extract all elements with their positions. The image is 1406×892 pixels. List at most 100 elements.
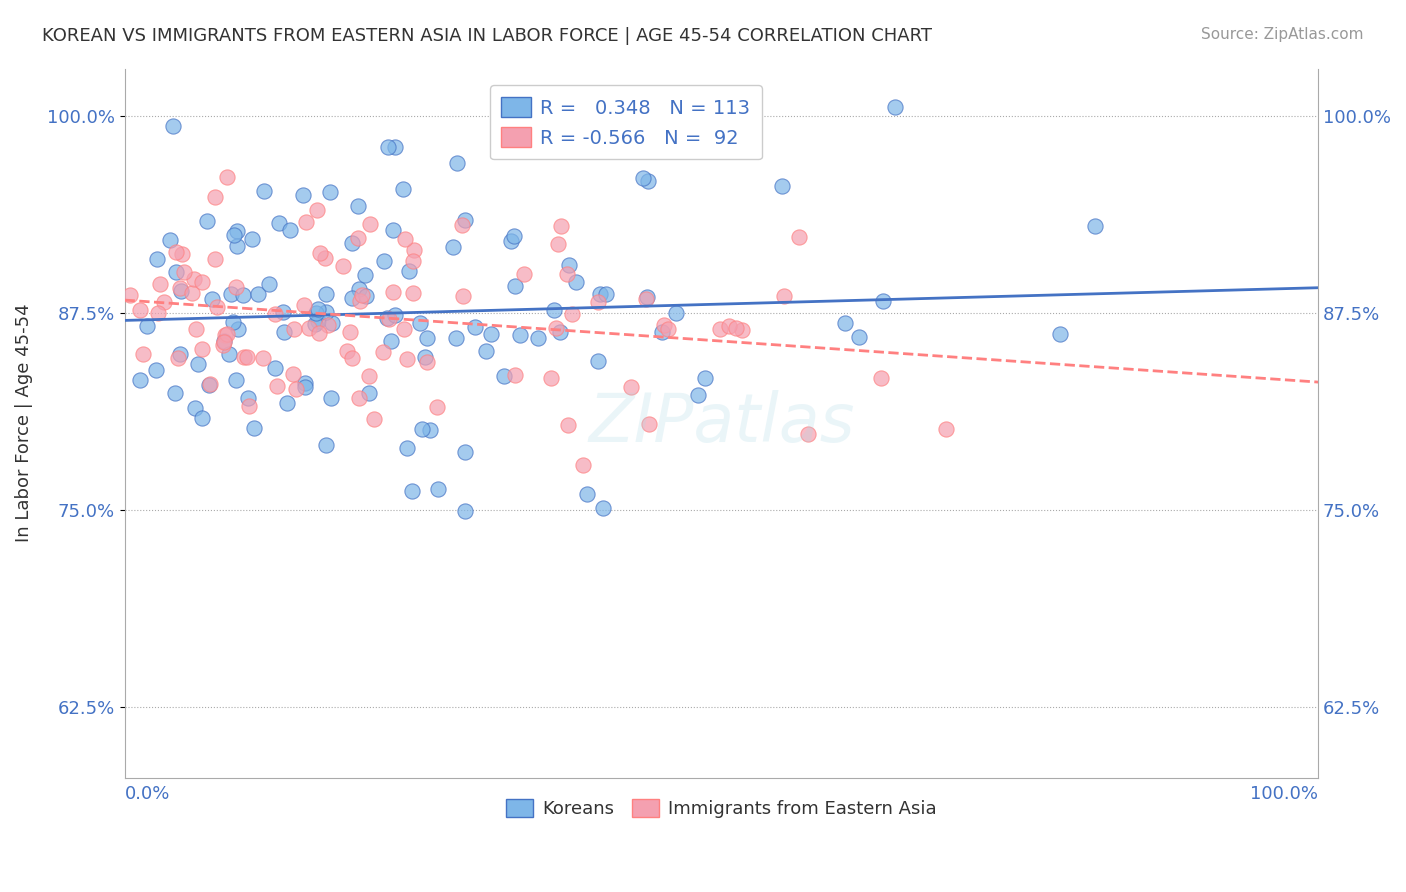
Point xyxy=(402,243,425,257)
Point xyxy=(232,288,254,302)
Point xyxy=(499,234,522,248)
Point xyxy=(454,213,477,227)
Point xyxy=(305,202,328,217)
Point xyxy=(446,331,468,345)
Point xyxy=(204,190,226,204)
Point xyxy=(1049,327,1071,342)
Point xyxy=(592,500,614,515)
Point xyxy=(238,399,260,413)
Point xyxy=(589,287,612,301)
Point xyxy=(339,326,361,340)
Point xyxy=(283,321,305,335)
Point xyxy=(308,326,330,340)
Point xyxy=(318,185,340,199)
Point xyxy=(797,426,820,441)
Point xyxy=(159,233,181,247)
Point xyxy=(413,350,436,364)
Point xyxy=(377,311,399,326)
Point xyxy=(382,285,405,299)
Point xyxy=(190,411,212,425)
Point xyxy=(402,285,425,300)
Point xyxy=(181,286,204,301)
Point xyxy=(357,368,380,383)
Point xyxy=(657,322,679,336)
Point xyxy=(637,174,659,188)
Point xyxy=(359,218,381,232)
Point xyxy=(349,294,371,309)
Point xyxy=(226,238,249,252)
Point xyxy=(222,315,245,329)
Point xyxy=(146,306,169,320)
Point xyxy=(349,391,371,405)
Point xyxy=(349,282,371,296)
Point xyxy=(173,265,195,279)
Point xyxy=(215,326,238,341)
Point xyxy=(294,380,316,394)
Point xyxy=(377,139,399,153)
Point xyxy=(770,178,793,193)
Point xyxy=(205,300,228,314)
Point xyxy=(396,442,419,456)
Point xyxy=(305,306,328,320)
Point xyxy=(132,347,155,361)
Point xyxy=(226,322,249,336)
Point xyxy=(195,213,218,227)
Point xyxy=(664,306,686,320)
Point xyxy=(165,265,187,279)
Point xyxy=(184,322,207,336)
Point xyxy=(128,302,150,317)
Point xyxy=(561,307,583,321)
Point xyxy=(380,334,402,349)
Point xyxy=(165,244,187,259)
Point xyxy=(558,258,581,272)
Point xyxy=(292,298,315,312)
Point xyxy=(169,281,191,295)
Point xyxy=(218,347,240,361)
Point xyxy=(564,275,586,289)
Point xyxy=(503,278,526,293)
Point xyxy=(284,382,307,396)
Point xyxy=(474,343,496,358)
Point xyxy=(191,343,214,357)
Point xyxy=(731,323,754,337)
Point xyxy=(240,231,263,245)
Text: 0.0%: 0.0% xyxy=(125,786,170,804)
Point xyxy=(236,391,259,405)
Point xyxy=(283,368,305,382)
Point xyxy=(136,319,159,334)
Point xyxy=(695,371,717,385)
Point xyxy=(451,288,474,302)
Point xyxy=(411,422,433,436)
Point xyxy=(201,292,224,306)
Point xyxy=(540,371,562,385)
Point xyxy=(354,268,377,282)
Point xyxy=(441,240,464,254)
Point xyxy=(347,231,370,245)
Point xyxy=(557,417,579,432)
Point xyxy=(294,376,316,390)
Point xyxy=(375,311,398,326)
Point xyxy=(225,374,247,388)
Point xyxy=(298,321,321,335)
Point xyxy=(295,215,318,229)
Point xyxy=(183,272,205,286)
Point xyxy=(276,395,298,409)
Legend: Koreans, Immigrants from Eastern Asia: Koreans, Immigrants from Eastern Asia xyxy=(499,791,943,825)
Point xyxy=(512,267,534,281)
Point xyxy=(225,225,247,239)
Point xyxy=(546,321,568,335)
Point xyxy=(280,223,302,237)
Point xyxy=(170,285,193,299)
Point xyxy=(359,386,381,401)
Point xyxy=(872,293,894,308)
Point xyxy=(787,229,810,244)
Point xyxy=(263,307,285,321)
Point xyxy=(416,331,439,345)
Point xyxy=(652,318,675,333)
Point xyxy=(402,254,425,268)
Point xyxy=(451,218,474,232)
Point xyxy=(555,267,578,281)
Point xyxy=(211,338,233,352)
Point xyxy=(464,319,486,334)
Point xyxy=(586,294,609,309)
